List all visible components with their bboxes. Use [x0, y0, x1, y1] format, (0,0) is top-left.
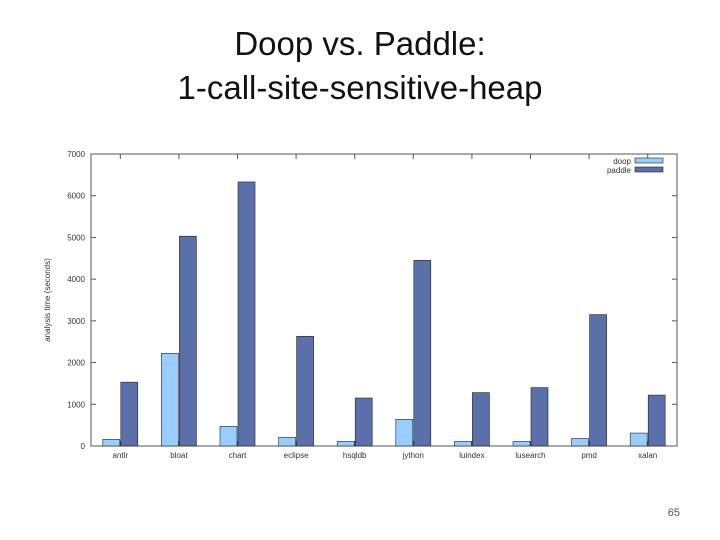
x-axis: antlr bloat chart eclipse hsqldb jython luinde… — [113, 154, 657, 460]
bar-doop-jython — [395, 419, 414, 447]
bar-paddle-bloat — [179, 235, 197, 447]
x-tick-label-eclipse: eclipse — [284, 451, 309, 460]
legend-swatch-doop — [634, 157, 664, 164]
bar-paddle-hsqldb — [354, 397, 373, 447]
bar-doop-eclipse — [278, 436, 296, 447]
bar-doop-pmd — [571, 438, 589, 447]
y-tick-label: 7000 — [67, 150, 85, 159]
y-axis: 0 1000 2000 3000 4000 5000 6000 7000 — [67, 150, 677, 451]
bar-paddle-antlr — [120, 381, 139, 447]
bar-paddle-xalan — [647, 394, 666, 447]
legend-label-paddle: paddle — [607, 166, 632, 175]
legend-label-doop: doop — [613, 157, 631, 166]
bar-doop-luindex — [454, 441, 472, 447]
y-tick-label: 1000 — [67, 400, 85, 409]
plot-frame — [90, 153, 678, 447]
x-tick-label-pmd: pmd — [581, 451, 597, 460]
x-tick-label-jython: jython — [402, 451, 424, 460]
slide-title: Doop vs. Paddle: 1-call-site-sensitive-h… — [0, 22, 720, 110]
bar-doop-antlr — [102, 439, 121, 447]
x-tick-label-bloat: bloat — [170, 451, 188, 460]
slide-title-line-2: 1-call-site-sensitive-heap — [177, 69, 543, 106]
bar-doop-lusearch — [512, 441, 531, 447]
bar-paddle-eclipse — [296, 335, 314, 447]
legend-swatch-paddle — [634, 166, 664, 173]
page-number: 65 — [667, 507, 680, 519]
y-axis-label: analysis time (seconds) — [43, 258, 52, 342]
bar-paddle-lusearch — [530, 387, 549, 447]
x-tick-label-luindex: luindex — [459, 451, 484, 460]
bars — [102, 181, 666, 447]
y-tick-label: 2000 — [67, 359, 85, 368]
slide-title-line-1: Doop vs. Paddle: — [234, 25, 486, 62]
y-tick-label: 6000 — [67, 192, 85, 201]
y-tick-label: 3000 — [67, 317, 85, 326]
x-tick-label-hsqldb: hsqldb — [343, 451, 367, 460]
bar-paddle-pmd — [589, 314, 607, 447]
bar-paddle-jython — [413, 260, 432, 447]
bar-paddle-luindex — [472, 392, 490, 447]
bar-doop-chart — [219, 426, 238, 447]
x-tick-label-lusearch: lusearch — [515, 451, 545, 460]
y-tick-label: 0 — [81, 442, 86, 451]
x-tick-label-chart: chart — [229, 451, 248, 460]
x-tick-label-antlr: antlr — [113, 451, 129, 460]
y-tick-label: 5000 — [67, 233, 85, 242]
y-tick-label: 4000 — [67, 275, 85, 284]
x-tick-label-xalan: xalan — [638, 451, 657, 460]
bar-doop-hsqldb — [336, 441, 355, 447]
bar-doop-bloat — [161, 353, 179, 447]
bar-paddle-chart — [237, 181, 256, 447]
bar-doop-xalan — [629, 432, 648, 447]
